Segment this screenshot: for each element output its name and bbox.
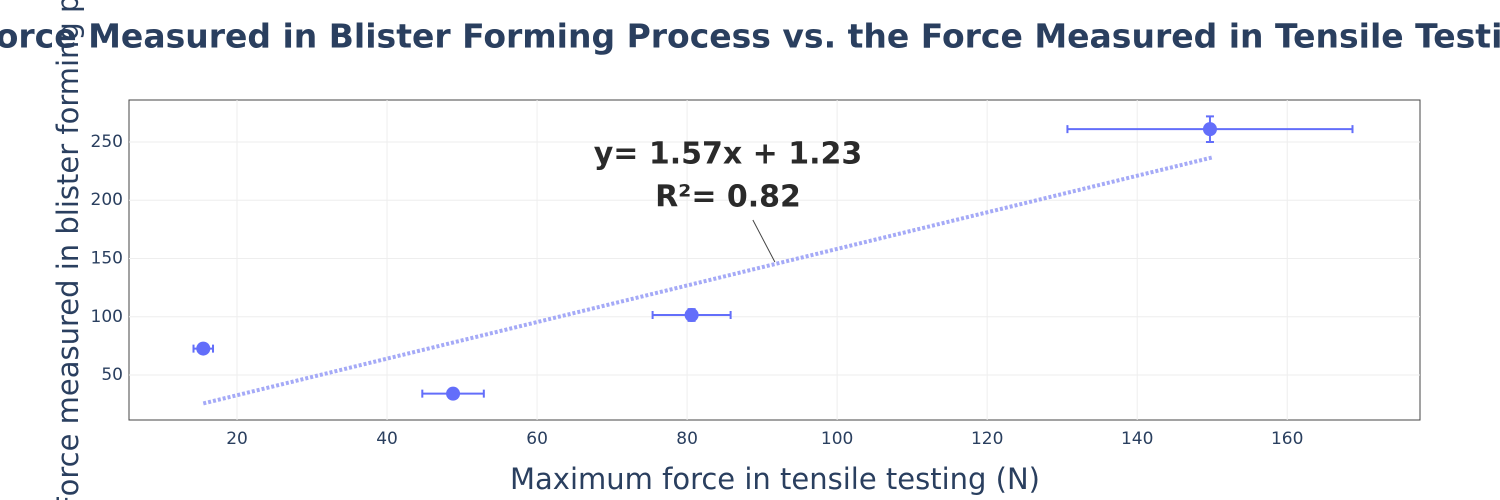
y-tick-label: 100	[91, 307, 123, 327]
x-tick-label: 160	[1271, 429, 1303, 449]
y-tick-label: 50	[101, 365, 123, 385]
annotation-text: R²= 0.82	[655, 180, 801, 215]
annotation-text: y= 1.57x + 1.23	[594, 137, 863, 172]
point	[196, 341, 211, 356]
x-axis-title: Maximum force in tensile testing (N)	[510, 462, 1040, 496]
y-tick-label: 200	[91, 190, 123, 210]
x-tick-label: 140	[1121, 429, 1153, 449]
point	[446, 386, 461, 401]
plot-area	[128, 99, 1421, 421]
x-tick-label: 20	[226, 429, 248, 449]
x-tick-label: 40	[376, 429, 398, 449]
x-tick-label: 100	[821, 429, 853, 449]
x-tick-label: 60	[526, 429, 548, 449]
x-tick-label: 80	[676, 429, 698, 449]
trendline	[202, 155, 1213, 406]
x-tick-label: 120	[971, 429, 1003, 449]
y-axis-title: Force measured in blister forming proces…	[51, 0, 85, 500]
annotation-arrow	[752, 219, 776, 263]
point	[684, 308, 699, 323]
y-tick-label: 150	[91, 248, 123, 268]
y-tick-label: 250	[91, 132, 123, 152]
chart-title: Force Measured in Blister Forming Proces…	[0, 17, 1500, 56]
point	[1202, 122, 1217, 137]
